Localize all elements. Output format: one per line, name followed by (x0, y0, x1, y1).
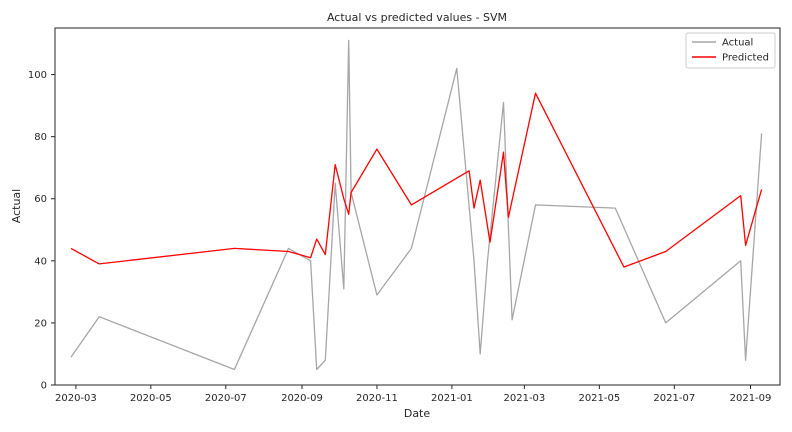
y-tick-label: 0 (41, 381, 47, 392)
x-tick-label: 2021-01 (431, 393, 473, 404)
x-tick-label: 2021-05 (578, 393, 620, 404)
y-tick-label: 40 (34, 256, 47, 267)
series-line-actual (70, 39, 763, 371)
y-axis: 0 20 40 60 80 100 (28, 70, 55, 392)
x-axis: 2020-03 2020-05 2020-07 2020-09 2020-11 2021-… (55, 385, 771, 404)
plot-area (54, 27, 781, 386)
x-tick-label: 2021-03 (504, 393, 546, 404)
x-tick-label: 2021-09 (730, 393, 772, 404)
x-tick-label: 2021-07 (653, 393, 695, 404)
x-tick-label: 2020-11 (356, 393, 398, 404)
legend: Actual Predicted (685, 32, 776, 69)
x-tick-label: 2020-05 (130, 393, 172, 404)
series-line-predicted (70, 92, 763, 268)
legend-label-predicted: Predicted (722, 53, 769, 64)
x-axis-label: Date (404, 407, 431, 420)
legend-label-actual: Actual (722, 38, 753, 49)
x-tick-label: 2020-09 (281, 393, 323, 404)
y-tick-label: 20 (34, 318, 47, 329)
y-axis-label: Actual (10, 189, 23, 223)
series-layer (70, 39, 763, 371)
x-tick-label: 2020-03 (55, 393, 97, 404)
y-tick-label: 80 (34, 132, 47, 143)
y-tick-label: 60 (34, 194, 47, 205)
x-tick-label: 2020-07 (205, 393, 247, 404)
y-tick-label: 100 (28, 70, 47, 81)
chart-title: Actual vs predicted values - SVM (327, 11, 507, 24)
